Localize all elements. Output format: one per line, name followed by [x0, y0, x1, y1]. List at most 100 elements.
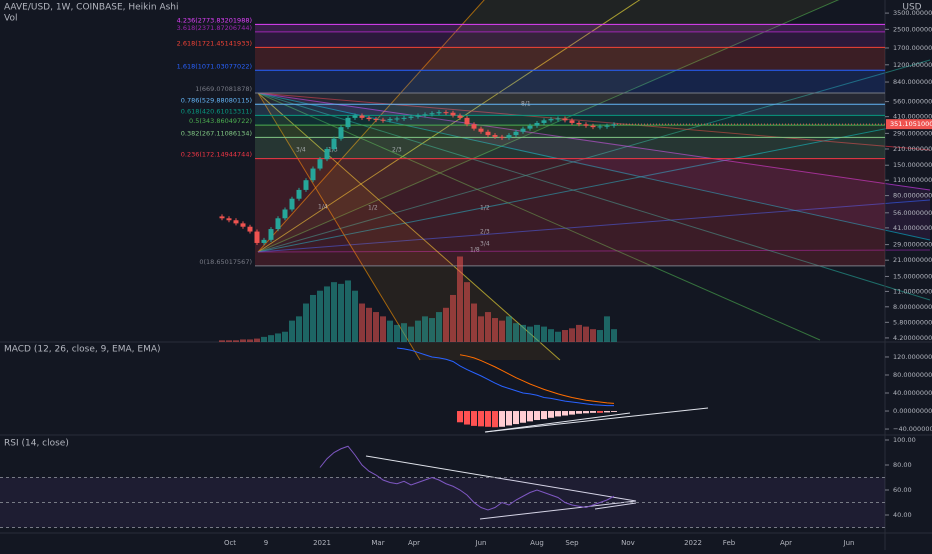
candle: [268, 229, 274, 240]
fib-label: 1(669.07081878): [195, 85, 252, 93]
fib-label: 3.618(2371.87206744): [177, 24, 252, 32]
volume-bar: [506, 316, 512, 342]
volume-bar: [527, 326, 533, 342]
candle: [569, 120, 575, 123]
candle: [534, 122, 540, 126]
candle: [541, 120, 547, 123]
price-tick-label: 210.00000000: [893, 145, 932, 153]
candle: [387, 119, 393, 121]
price-tick-label: 2500.00000000: [893, 25, 932, 33]
fib-label: 0.236(172.14944744): [181, 151, 252, 159]
volume-label: Vol: [4, 14, 17, 24]
volume-bar: [555, 331, 561, 342]
candle: [457, 115, 463, 118]
volume-bar: [282, 331, 288, 342]
candle: [555, 118, 561, 120]
macd-histogram-bar: [541, 411, 547, 420]
volume-bar: [499, 320, 505, 342]
fan-line: [257, 0, 840, 253]
volume-bar: [457, 256, 463, 342]
time-label: Oct: [224, 539, 236, 547]
macd-histogram-bar: [457, 411, 463, 423]
macd-histogram-bar: [527, 411, 533, 422]
price-tick-label: 5.80000000: [893, 318, 932, 326]
fan-label: 8/1: [521, 101, 531, 108]
candle: [345, 117, 351, 128]
candle: [380, 119, 386, 121]
macd-histogram-bar: [604, 411, 610, 413]
macd-histogram-bar: [471, 411, 477, 426]
volume-bar: [513, 323, 519, 342]
price-tick-label: 80.00000000: [893, 192, 932, 200]
rsi-trendline: [365, 455, 637, 502]
fan-fill: [258, 93, 930, 240]
candle: [436, 112, 442, 114]
macd-histogram-bar: [555, 411, 561, 417]
price-tick-label: 410.00000000: [893, 113, 932, 121]
fib-label: 0.618(420.61013311): [181, 107, 252, 115]
volume-bar: [583, 326, 589, 342]
candle: [240, 223, 246, 227]
fib-band: [255, 115, 885, 126]
candle: [261, 239, 267, 243]
price-tick-label: 110.00000000: [893, 176, 932, 184]
price-tick-label: 56.00000000: [893, 209, 932, 217]
fan-label: 1/2: [368, 205, 378, 212]
fib-band: [255, 137, 885, 159]
candle: [527, 125, 533, 129]
candle: [471, 124, 477, 129]
volume-bar: [478, 316, 484, 342]
macd-histogram-bar: [464, 411, 470, 425]
fan-label: 3/4: [296, 147, 306, 154]
volume-bar: [436, 312, 442, 342]
macd-histogram-bar: [548, 411, 554, 418]
fib-label: 1.618(1071.03077022): [177, 62, 252, 70]
macd-histogram-bar: [499, 411, 505, 427]
price-tick-label: 290.00000000: [893, 129, 932, 137]
volume-bar: [380, 316, 386, 342]
macd-line: [396, 347, 614, 407]
candle: [373, 119, 379, 121]
volume-bar: [429, 318, 435, 342]
volume-bar: [296, 316, 302, 342]
candle: [317, 159, 323, 169]
volume-bar: [359, 303, 365, 342]
macd-histogram-bar: [611, 411, 617, 412]
candle: [394, 118, 400, 120]
fib-label: 4.236(2773.83201988): [177, 16, 252, 24]
axis-tick-label: 60.00: [893, 486, 912, 494]
time-label: Nov: [621, 539, 635, 547]
volume-bar: [317, 290, 323, 342]
volume-bar: [268, 335, 274, 342]
time-label: Sep: [565, 539, 579, 547]
price-tick-label: 1200.00000000: [893, 61, 932, 69]
fan-line: [257, 0, 641, 253]
macd-histogram-bar: [590, 411, 596, 413]
candle: [506, 135, 512, 138]
volume-bar: [534, 324, 540, 342]
fib-band: [255, 104, 885, 116]
volume-bar: [247, 339, 253, 342]
candle: [429, 113, 435, 115]
volume-bar: [408, 326, 414, 342]
candle: [338, 127, 344, 139]
price-tick-label: 4.20000000: [893, 334, 932, 342]
candle: [415, 115, 421, 117]
rsi-title: RSI (14, close): [4, 439, 69, 449]
time-label: Jun: [843, 539, 855, 547]
fan-line: [257, 92, 931, 241]
time-label: Feb: [723, 539, 736, 547]
volume-bar: [289, 320, 295, 342]
candle: [289, 198, 295, 210]
axis-tick-label: 0.00000000: [893, 407, 932, 415]
fan-label: 1/4: [318, 204, 328, 211]
volume-bar: [401, 323, 407, 342]
candle: [520, 128, 526, 132]
volume-bar: [219, 340, 225, 342]
candle: [219, 216, 225, 219]
time-label: Apr: [780, 539, 792, 547]
candle: [492, 135, 498, 137]
candle: [401, 117, 407, 119]
